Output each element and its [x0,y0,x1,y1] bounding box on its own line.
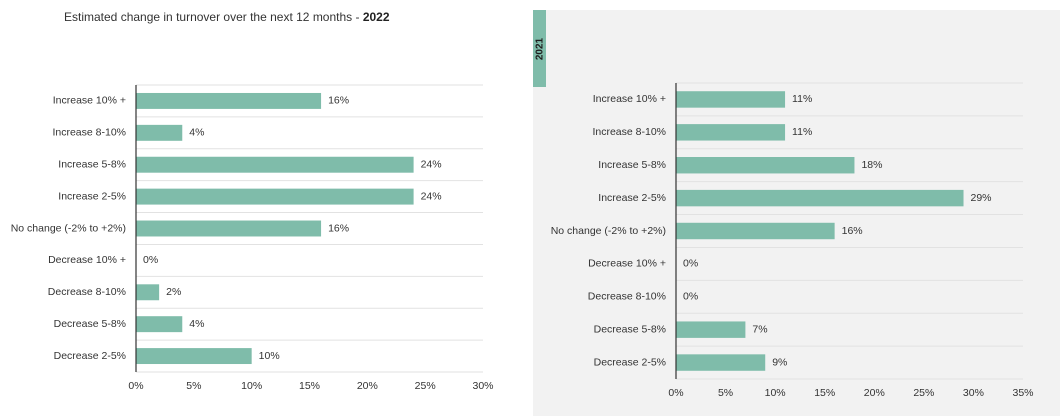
chart-2022-category-label: Decrease 5-8% [54,318,126,330]
chart-2022-value-label: 24% [421,159,442,171]
chart-2022-bar [136,124,183,141]
chart-2022-value-label: 10% [259,350,280,362]
chart-2022-bar [136,284,160,301]
chart-2022-value-label: 16% [328,95,349,107]
chart-2021-bar [676,222,835,240]
chart-2021-category-label: Increase 5-8% [598,159,666,171]
chart-2022-tick-label: 0% [128,380,143,392]
chart-2022-value-label: 2% [166,286,181,298]
chart-2021-category-label: Decrease 5-8% [594,323,666,335]
chart-2021-value-label: 11% [792,126,812,138]
chart-2021-bar [676,91,786,108]
chart-2022-value-label: 0% [143,254,158,266]
chart-2021-value-label: 16% [842,225,863,237]
chart-2022-category-label: Decrease 8-10% [48,286,126,298]
chart-2022-tick-label: 10% [241,380,262,392]
chart-2021-category-label: No change (-2% to +2%) [551,225,666,237]
chart-2022-tick-label: 25% [415,380,436,392]
chart-2021-tick-label: 30% [963,387,984,399]
chart-2021-bar [676,354,766,371]
chart-2021-category-label: Decrease 10% + [588,258,666,270]
chart-2021-category-label: Increase 10% + [593,93,666,105]
chart-2021-value-label: 0% [683,291,698,303]
chart-title-year: 2022 [362,10,390,24]
chart-2022-category-label: Increase 5-8% [58,159,126,171]
chart-2022-value-label: 4% [189,318,204,330]
chart-2021-tick-label: 0% [668,387,683,399]
chart-2022-tick-label: 5% [186,380,201,392]
chart-2022-tick-label: 20% [357,380,378,392]
chart-title-text: Estimated change in turnover over the ne… [64,10,363,24]
chart-2022-category-label: Increase 10% + [53,95,126,107]
chart-2021-bar [676,189,964,207]
chart-2021-value-label: 9% [772,356,787,368]
chart-2021-category-label: Increase 2-5% [598,192,666,204]
chart-2021-tick-label: 20% [864,387,885,399]
chart-2021-value-label: 29% [971,192,992,204]
chart-2022-category-label: Decrease 2-5% [54,350,126,362]
chart-2021-bar [676,157,855,174]
chart-2022-value-label: 4% [189,127,204,139]
chart-title: Estimated change in turnover over the ne… [64,10,390,24]
chart-2022-category-label: Increase 8-10% [52,127,126,139]
year-tab-2021[interactable]: 2021 [533,10,546,87]
chart-2021-tick-label: 15% [814,387,835,399]
chart-2022-category-label: Decrease 10% + [48,254,126,266]
chart-2021-value-label: 7% [752,323,767,335]
chart-2021-value-label: 18% [861,159,882,171]
chart-2022-bar [136,188,414,205]
chart-2022-bar [136,316,183,333]
chart-2021-bar [676,124,786,141]
chart-2022-tick-label: 15% [299,380,320,392]
chart-2021-panel [533,10,1060,416]
chart-2022-category-label: No change (-2% to +2%) [11,222,126,234]
chart-2022-bar [136,92,322,109]
chart-2022-value-label: 24% [421,190,442,202]
chart-2021-tick-label: 25% [913,387,934,399]
chart-2021-tick-label: 35% [1012,387,1033,399]
chart-2022-tick-label: 30% [472,380,493,392]
chart-2022-category-label: Increase 2-5% [58,190,126,202]
chart-2021-category-label: Increase 8-10% [592,126,666,138]
chart-2021-value-label: 0% [683,258,698,270]
chart-2022-value-label: 16% [328,222,349,234]
chart-2021-bar [676,321,746,338]
chart-2021-category-label: Decrease 8-10% [588,291,666,303]
chart-2021-tick-label: 10% [765,387,786,399]
chart-2021-category-label: Decrease 2-5% [594,356,666,368]
chart-2022-bar [136,156,414,173]
chart-2021-tick-label: 5% [718,387,733,399]
chart-2022-bar [136,348,252,365]
chart-2021-value-label: 11% [792,93,812,105]
chart-2022-bar [136,220,322,237]
